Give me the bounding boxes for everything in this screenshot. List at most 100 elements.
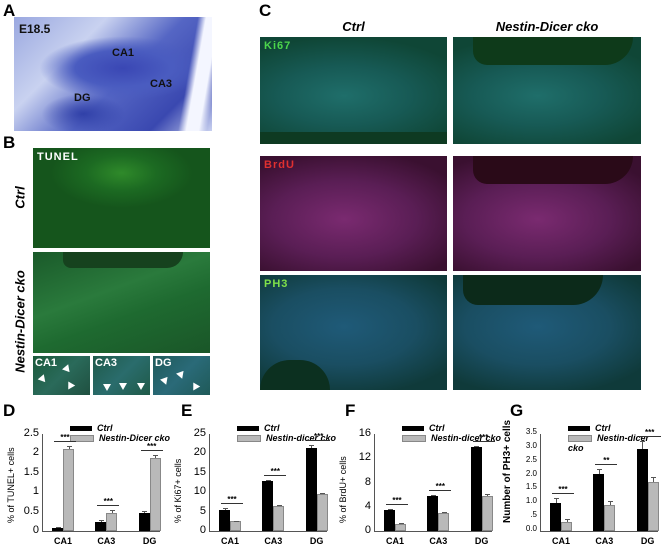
arrowhead-icon [160, 376, 170, 387]
ventricle-region [473, 37, 633, 65]
error-bar [311, 445, 313, 448]
y-tick-label: 25 [193, 427, 206, 439]
arrowhead-icon [137, 383, 145, 390]
ventricle-region [63, 252, 183, 268]
significance-marker: *** [478, 432, 489, 442]
significance-marker: *** [227, 495, 237, 505]
significance-line [429, 489, 452, 491]
dark-region [260, 132, 447, 144]
significance-line [552, 493, 574, 495]
x-axis [42, 531, 160, 532]
x-category-ca1: CA1 [53, 536, 72, 546]
legend-swatch [402, 426, 424, 432]
y-tick-label: 8 [364, 475, 371, 488]
region-label-dg: DG [74, 92, 91, 104]
y-tick-label: 0 [32, 524, 39, 536]
significance-marker: *** [392, 496, 402, 506]
y-tick-label: 4 [364, 499, 371, 512]
y-axis [540, 434, 541, 531]
significance-line [140, 450, 163, 452]
arrowhead-icon [189, 382, 201, 393]
bar-ctrl-ca3 [427, 495, 439, 531]
legend-label: Nestin-dicer cko [568, 433, 650, 453]
brdu-ctrl-image: BrdU [260, 156, 447, 271]
y-tick-label: 0 [364, 524, 371, 536]
error-cap [596, 468, 602, 470]
significance-marker: *** [103, 497, 113, 507]
y-tick-label: 0 [199, 524, 206, 536]
error-cap [474, 445, 480, 447]
ph3-cko-image [453, 275, 641, 390]
significance-marker: ** [603, 455, 610, 465]
x-category-ca1: CA1 [551, 536, 570, 546]
error-bar [566, 519, 568, 522]
y-tick-label: .5 [530, 510, 537, 520]
panel-label-a: A [3, 1, 16, 20]
bar-cko-ca1 [395, 524, 406, 531]
bar-cko-ca1 [561, 521, 572, 531]
x-category-ca3: CA3 [264, 536, 283, 546]
error-bar [642, 440, 644, 450]
bar-ctrl-ca1 [550, 503, 561, 531]
error-bar [653, 476, 655, 482]
panel-label-b: B [3, 133, 16, 152]
ph3-ctrl-image: PH3 [260, 275, 447, 390]
bar-ctrl-ca3 [262, 481, 274, 531]
y-tick-label: 2.5 [23, 427, 39, 439]
y-tick-label: 2.5 [525, 454, 537, 464]
y-axis [374, 434, 375, 531]
y-tick-label: 10 [193, 485, 206, 498]
error-cap [309, 445, 315, 447]
bar-cko-ca1 [63, 448, 74, 531]
y-tick-label: 16 [358, 427, 371, 439]
legend-label: Nestin-dicer cko [266, 433, 337, 443]
y-axis-label: % of BrdU+ cells [338, 456, 348, 523]
error-cap [142, 511, 148, 513]
panel-label-g: G [510, 401, 524, 420]
panel-label-e: E [181, 401, 193, 420]
tunel-ctrl-image: TUNEL [33, 148, 210, 248]
error-cap [98, 520, 104, 522]
panel-label-c: C [259, 1, 272, 20]
bar-ctrl-dg [138, 513, 150, 531]
significance-marker: *** [644, 427, 655, 437]
inset-dg: DG [153, 356, 210, 395]
legend-item-ctrl: Ctrl [568, 423, 662, 433]
bar-cko-ca3 [604, 504, 616, 531]
bar-cko-ca3 [273, 506, 285, 531]
inset-label-ca3: CA3 [95, 357, 118, 369]
stain-label-ki67: Ki67 [264, 40, 292, 52]
error-bar [111, 510, 113, 514]
error-cap [640, 440, 646, 442]
error-cap [387, 509, 393, 511]
y-axis-label: % of TUNEL+ cells [6, 447, 16, 523]
significance-line [264, 475, 287, 477]
x-axis [209, 531, 327, 532]
region-label-ca1: CA1 [112, 47, 135, 59]
error-cap [233, 520, 239, 522]
arrowhead-icon [119, 383, 127, 390]
bar-cko-ca3 [438, 513, 450, 531]
ventricle-gap [174, 17, 212, 131]
y-tick-label: 1.0 [525, 496, 537, 506]
legend-swatch [70, 426, 92, 432]
x-category-ca3: CA3 [595, 536, 614, 546]
error-cap [222, 508, 228, 510]
ventricle-region [473, 156, 633, 184]
inset-label-dg: DG [155, 357, 172, 369]
arrowhead-icon [62, 362, 72, 373]
ki67-cko-image [453, 37, 641, 144]
error-cap [276, 505, 282, 507]
significance-line [638, 435, 661, 437]
ventricle-region [463, 275, 603, 305]
y-tick-label: 5 [199, 504, 206, 517]
legend-swatch [568, 426, 590, 432]
y-tick-label: 3.5 [525, 427, 537, 436]
arrowhead-icon [103, 384, 111, 391]
bar-ctrl-ca3 [593, 474, 605, 531]
bar-ctrl-dg [305, 447, 317, 531]
y-axis [209, 434, 210, 531]
error-cap [430, 494, 436, 496]
chart-legend: Ctrl Nestin-dicer cko [568, 423, 662, 453]
legend-item-cko: Nestin-dicer cko [237, 433, 336, 443]
